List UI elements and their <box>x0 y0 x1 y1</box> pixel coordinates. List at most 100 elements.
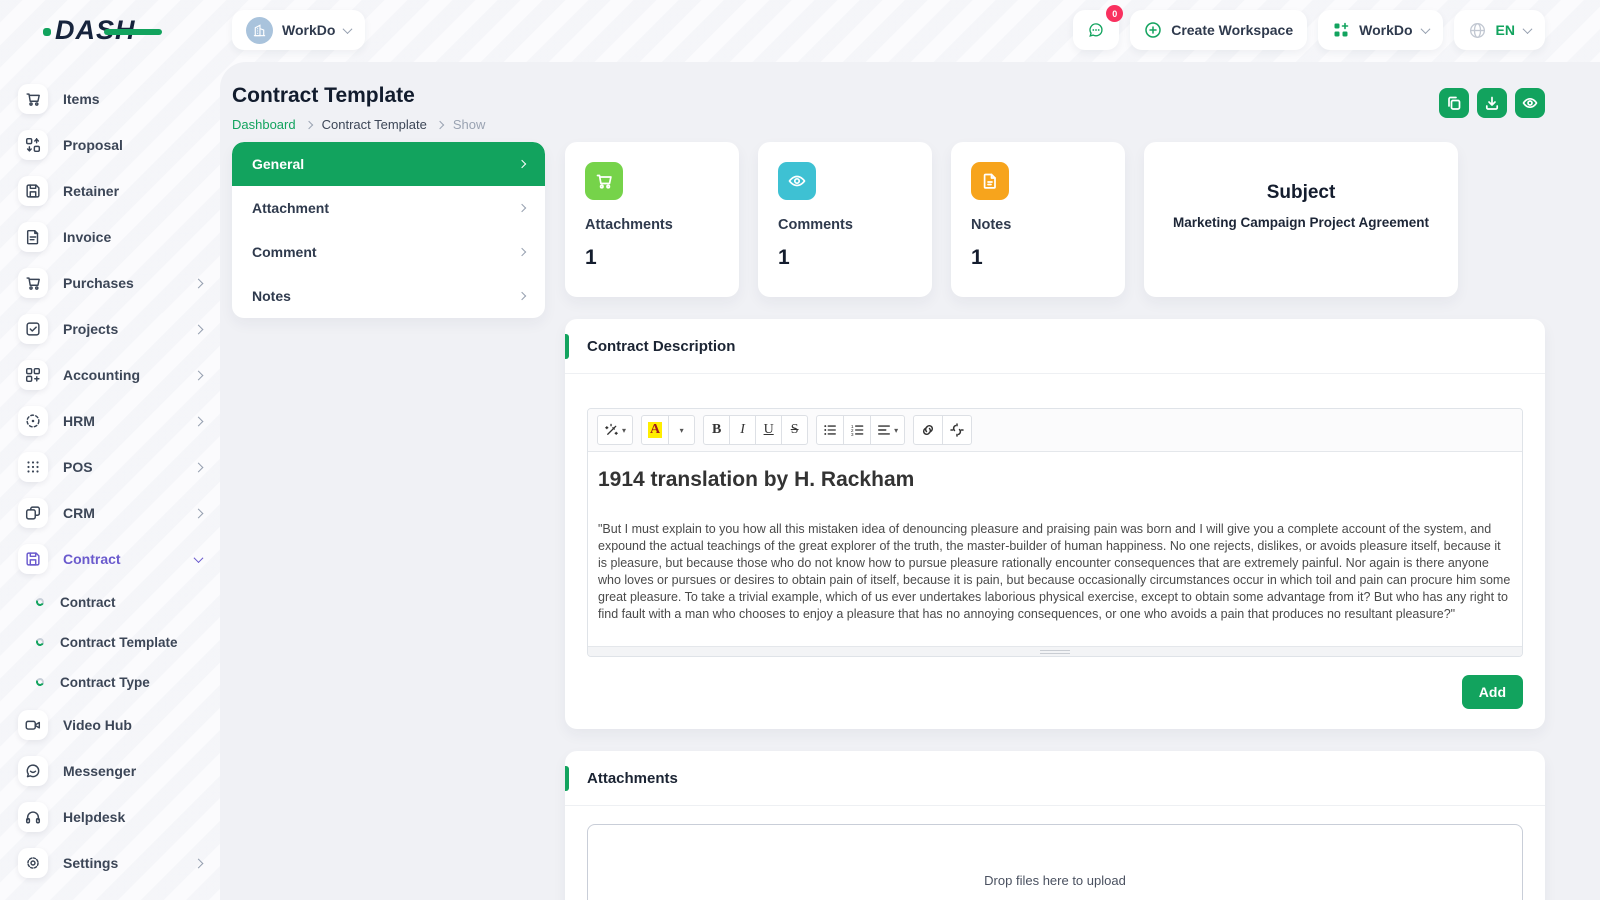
tab-notes[interactable]: Notes <box>232 274 545 318</box>
globe-icon <box>1469 22 1485 38</box>
chevron-right-icon <box>193 370 204 380</box>
paragraph-align-button[interactable]: ▾ <box>870 415 906 445</box>
sidebar-item-projects[interactable]: Projects <box>8 306 220 352</box>
app-logo[interactable]: DASH <box>43 15 162 46</box>
italic-button[interactable]: I <box>729 415 757 445</box>
create-workspace-button[interactable]: Create Workspace <box>1130 10 1308 50</box>
chevron-right-icon <box>517 291 527 301</box>
logo-dot-icon <box>43 28 51 36</box>
sidebar-item-crm[interactable]: CRM <box>8 490 220 536</box>
breadcrumb-show: Show <box>452 117 486 132</box>
editor-content[interactable]: 1914 translation by H. Rackham "But I mu… <box>588 452 1522 646</box>
caret-down-icon: ▾ <box>679 425 684 435</box>
messages-button[interactable]: 0 <box>1073 5 1124 50</box>
bold-button[interactable]: B <box>703 415 731 445</box>
sidebar-nav: Items Proposal Retainer Invoice Purchase… <box>8 62 220 900</box>
stat-card-attachments: Attachments 1 <box>565 142 739 297</box>
breadcrumb-contract-template[interactable]: Contract Template <box>321 117 427 132</box>
plus-circle-icon <box>1145 22 1161 38</box>
file-dropzone[interactable]: Drop files here to upload <box>587 824 1523 900</box>
underline-button[interactable]: U <box>755 415 783 445</box>
check-square-icon <box>18 314 48 344</box>
section-tabs-card: General Attachment Comment Notes <box>232 142 545 318</box>
attachments-card: Attachments Drop files here to upload <box>565 751 1545 900</box>
stat-label: Notes <box>971 217 1012 233</box>
chevron-right-icon <box>517 203 527 213</box>
tab-general[interactable]: General <box>232 142 545 186</box>
drag-handle-icon <box>1040 649 1070 654</box>
cart-icon <box>585 162 623 200</box>
chevron-right-icon <box>193 508 204 518</box>
link-icon <box>923 424 934 436</box>
stat-label: Attachments <box>585 217 673 233</box>
editor-resize-bar[interactable] <box>588 646 1522 656</box>
caret-down-icon: ▾ <box>894 425 899 435</box>
svg-text:1: 1 <box>851 424 854 430</box>
unlink-button[interactable] <box>942 415 973 445</box>
cart-icon <box>18 268 48 298</box>
editor-paragraph: "But I must explain to you how all this … <box>598 522 1511 621</box>
note-file-icon <box>971 162 1009 200</box>
add-button[interactable]: Add <box>1461 675 1523 709</box>
eye-icon <box>1522 97 1538 109</box>
sidebar-item-accounting[interactable]: Accounting <box>8 352 220 398</box>
copy-icon <box>1448 96 1461 110</box>
magic-wand-icon <box>605 423 618 435</box>
chevron-right-icon <box>517 159 527 169</box>
sidebar-item-messenger[interactable]: Messenger <box>8 748 220 794</box>
messages-badge: 0 <box>1106 5 1124 22</box>
strikethrough-button[interactable]: S <box>781 415 809 445</box>
breadcrumb-dashboard-link[interactable]: Dashboard <box>232 117 296 132</box>
chevron-down-icon <box>193 552 204 563</box>
sidebar-item-retainer[interactable]: Retainer <box>8 168 220 214</box>
insert-link-button[interactable] <box>913 415 944 445</box>
subject-value: Marketing Campaign Project Agreement <box>1172 215 1430 230</box>
svg-text:3: 3 <box>851 432 854 437</box>
sidebar-item-settings[interactable]: Settings <box>8 840 220 886</box>
sidebar-item-hrm[interactable]: HRM <box>8 398 220 444</box>
target-icon <box>18 406 48 436</box>
tab-comment[interactable]: Comment <box>232 230 545 274</box>
sidebar-item-invoice[interactable]: Invoice <box>8 214 220 260</box>
sidebar-item-purchases[interactable]: Purchases <box>8 260 220 306</box>
page-title: Contract Template <box>232 84 415 107</box>
unordered-list-button[interactable] <box>816 415 845 445</box>
download-button[interactable] <box>1477 88 1507 118</box>
bullet-icon <box>34 596 46 608</box>
tab-attachment[interactable]: Attachment <box>232 186 545 230</box>
stat-value: 1 <box>585 246 597 269</box>
sidebar-subitem-contract-template[interactable]: Contract Template <box>8 622 220 662</box>
sidebar-subitem-contract[interactable]: Contract <box>8 582 220 622</box>
sidebar-item-pos[interactable]: POS <box>8 444 220 490</box>
workspace-avatar <box>246 16 273 44</box>
sidebar-item-proposal[interactable]: Proposal <box>8 122 220 168</box>
workspace-name: WorkDo <box>282 22 336 38</box>
style-dropdown-button[interactable]: ▾ <box>597 415 634 445</box>
font-color-button[interactable]: A <box>641 415 670 445</box>
stat-value: 1 <box>778 246 790 269</box>
font-color-dropdown-button[interactable]: ▾ <box>668 415 696 445</box>
editor-toolbar: ▾ A ▾ B I U S <box>588 409 1522 452</box>
align-left-icon <box>878 425 891 435</box>
preview-button[interactable] <box>1515 88 1545 118</box>
breadcrumb: Dashboard Contract Template Show <box>232 117 485 132</box>
chevron-right-icon <box>193 324 204 334</box>
bullet-icon <box>34 636 46 648</box>
logo-dash-icon <box>103 29 162 35</box>
bullet-icon <box>34 676 46 688</box>
cart-icon <box>18 84 48 114</box>
sidebar-subitem-contract-type[interactable]: Contract Type <box>8 662 220 702</box>
chevron-down-icon <box>1522 23 1533 34</box>
sidebar-item-contract[interactable]: Contract <box>8 536 220 582</box>
floppy-icon <box>18 176 48 206</box>
app-menu-button[interactable]: WorkDo <box>1318 10 1443 50</box>
language-selector[interactable]: EN <box>1453 10 1545 50</box>
bullet-list-icon <box>824 425 837 435</box>
sidebar-item-video-hub[interactable]: Video Hub <box>8 702 220 748</box>
sidebar-item-helpdesk[interactable]: Helpdesk <box>8 794 220 840</box>
proposal-icon <box>18 130 48 160</box>
sidebar-item-items[interactable]: Items <box>8 76 220 122</box>
workspace-switcher[interactable]: WorkDo <box>232 10 366 50</box>
duplicate-button[interactable] <box>1439 88 1469 118</box>
